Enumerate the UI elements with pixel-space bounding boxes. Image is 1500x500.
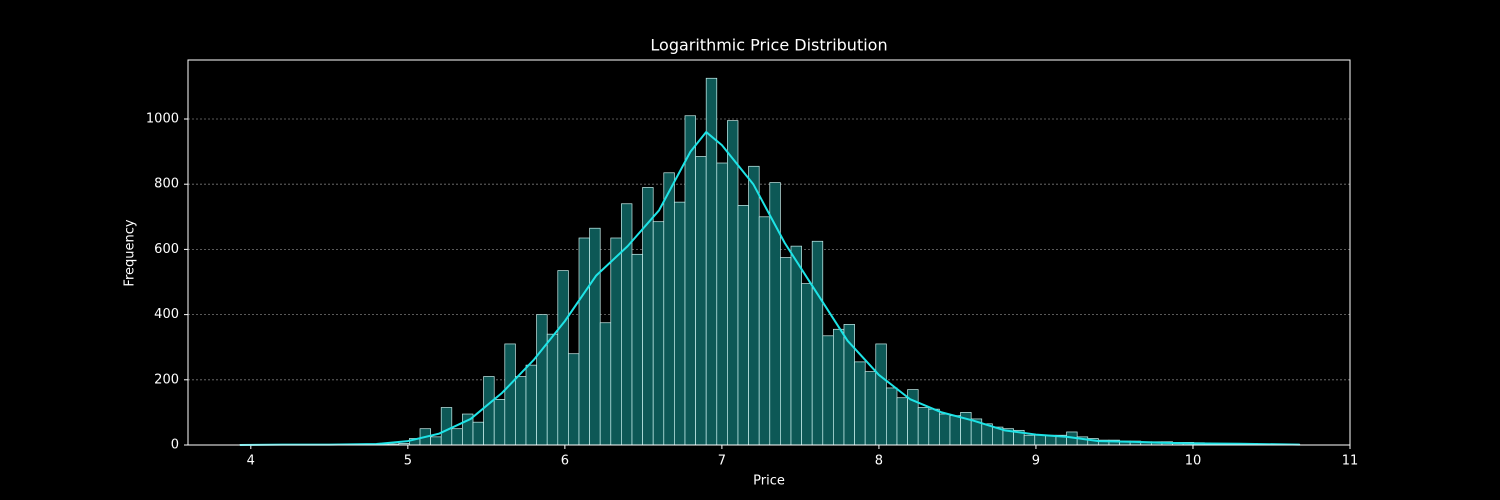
bar [716, 162, 728, 446]
bar [674, 201, 686, 446]
bar [928, 408, 940, 446]
bar [695, 156, 707, 446]
bar [430, 436, 442, 446]
bar [801, 283, 813, 446]
x-tick-label: 4 [247, 454, 255, 469]
bar [896, 397, 908, 446]
bar [557, 270, 569, 446]
bar [854, 361, 866, 446]
x-tick-label: 5 [404, 454, 412, 469]
bar [504, 343, 516, 446]
bar [684, 115, 696, 446]
bar [875, 343, 887, 446]
bar [568, 353, 580, 446]
bar [578, 237, 590, 446]
y-tick-label: 400 [154, 307, 179, 322]
bar [546, 333, 559, 446]
bar [1034, 434, 1046, 446]
y-axis-label: Frequency [123, 219, 138, 286]
bar [780, 257, 792, 446]
bar [440, 407, 453, 446]
y-tick-label: 800 [154, 177, 179, 192]
x-tick-label: 6 [561, 454, 569, 469]
bar [515, 376, 527, 446]
bar [1023, 434, 1036, 446]
bar [483, 376, 495, 446]
bar [748, 165, 760, 446]
bar [536, 314, 548, 446]
bar [833, 328, 845, 446]
x-tick-label: 10 [1185, 454, 1202, 469]
bar [451, 428, 463, 446]
bar [652, 221, 665, 446]
bar [663, 172, 675, 446]
bar [589, 227, 601, 446]
chart-title: Logarithmic Price Distribution [650, 36, 887, 55]
kde-line [239, 131, 1300, 446]
y-tick-label: 0 [171, 438, 179, 453]
bar [949, 415, 961, 446]
bar [737, 205, 749, 446]
bar [769, 182, 781, 446]
bar [758, 216, 771, 446]
plot-frame [187, 59, 1351, 446]
x-tick-label: 9 [1032, 454, 1040, 469]
x-axis-label: Price [753, 474, 785, 489]
bar [864, 371, 877, 446]
y-tick-label: 200 [154, 372, 179, 387]
bar [472, 421, 484, 446]
bar [939, 413, 951, 446]
bar [610, 237, 622, 446]
bar [599, 322, 612, 446]
bar [886, 387, 898, 446]
bar [811, 240, 824, 446]
y-tick-label: 1000 [146, 112, 179, 127]
bar [790, 245, 802, 446]
bar [525, 364, 537, 446]
bar [727, 120, 739, 446]
bar [917, 407, 930, 446]
bar [631, 253, 643, 446]
x-tick-label: 8 [875, 454, 883, 469]
x-tick-label: 11 [1342, 454, 1359, 469]
bar [493, 399, 506, 446]
bar [822, 335, 834, 446]
bar [621, 203, 633, 446]
x-tick-label: 7 [718, 454, 726, 469]
y-tick-label: 600 [154, 242, 179, 257]
